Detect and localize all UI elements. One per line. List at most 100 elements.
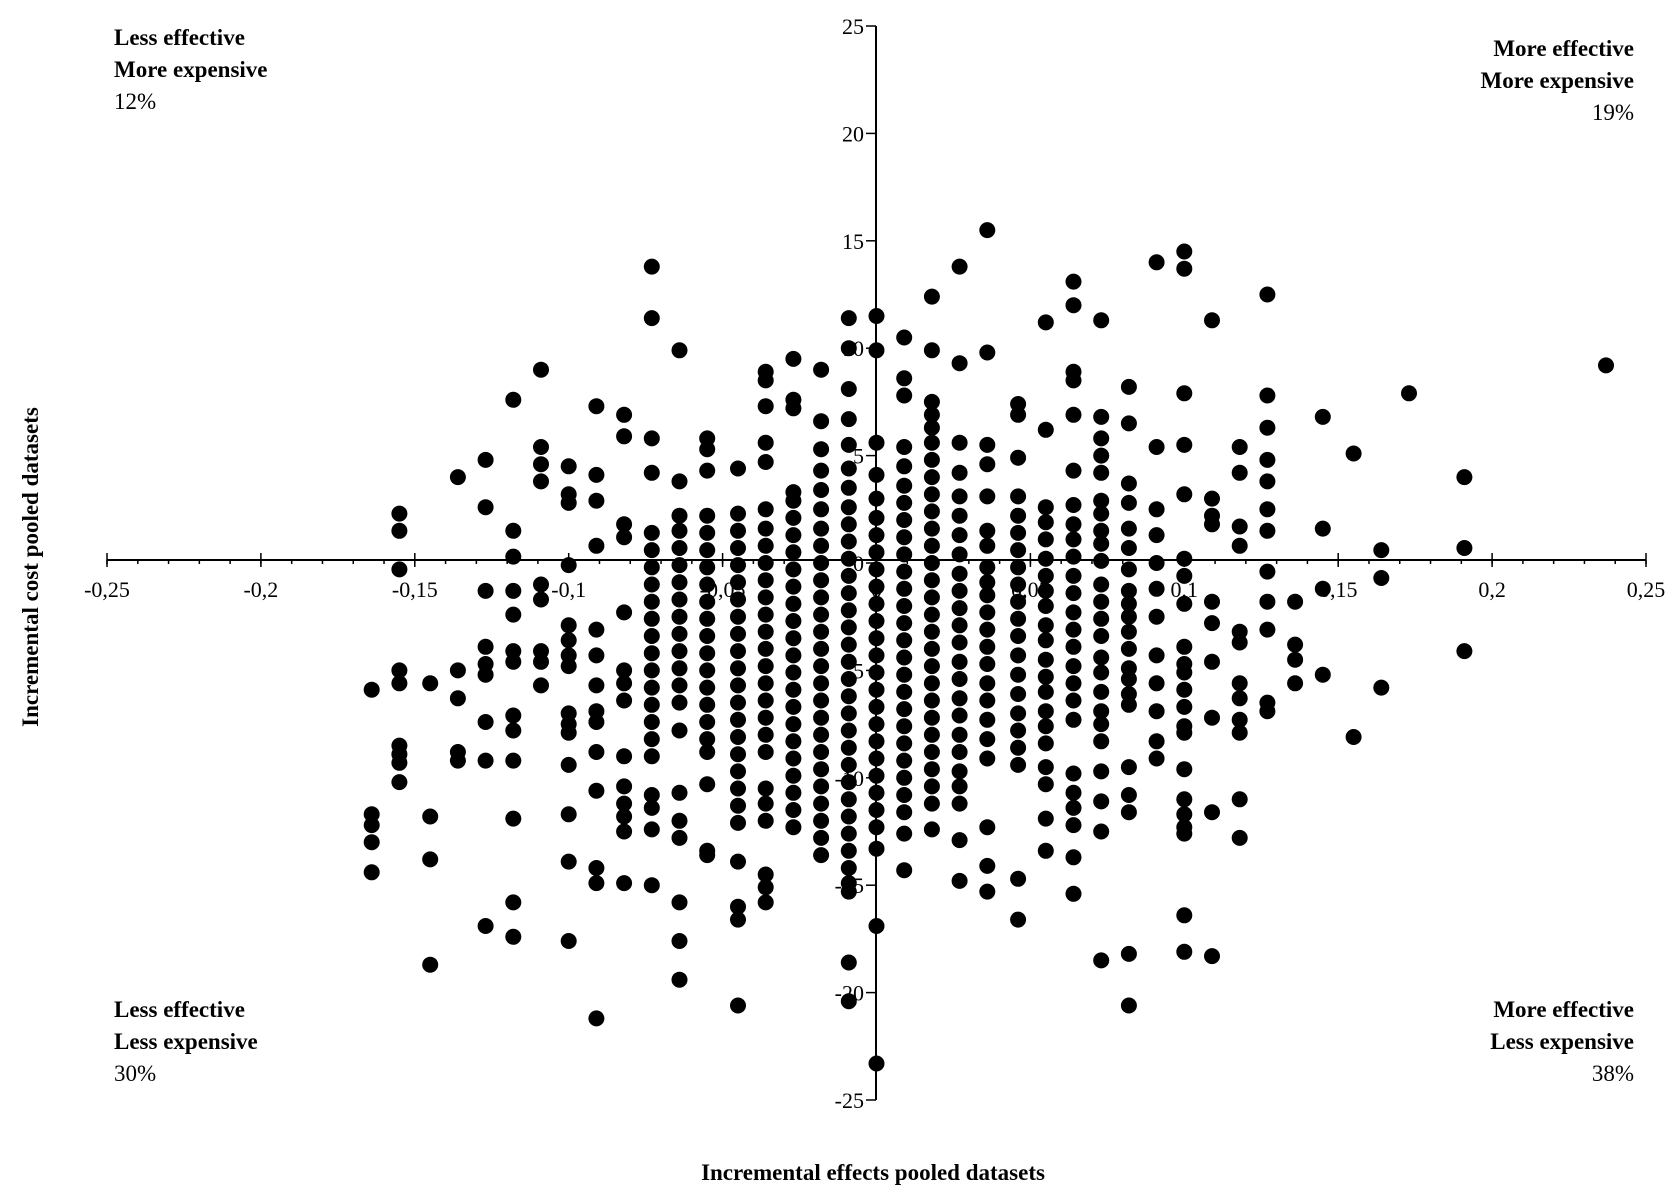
data-point	[533, 473, 549, 490]
data-point	[643, 310, 660, 327]
data-point	[757, 520, 774, 537]
data-point	[730, 694, 746, 711]
axis-ticks	[106, 25, 1647, 1101]
data-point	[616, 675, 633, 692]
data-point	[979, 537, 996, 554]
data-point	[1037, 668, 1054, 685]
data-point	[560, 658, 577, 675]
data-point	[1093, 823, 1110, 840]
data-point	[1037, 499, 1054, 516]
data-point	[1065, 531, 1082, 548]
data-point	[757, 780, 774, 797]
data-point	[1345, 445, 1362, 462]
data-point	[1120, 804, 1137, 821]
data-point	[671, 540, 688, 556]
data-point	[840, 993, 857, 1010]
data-point	[1231, 675, 1248, 692]
data-point	[505, 928, 522, 945]
data-point	[643, 559, 660, 576]
data-point	[951, 355, 968, 372]
data-point	[1120, 595, 1137, 612]
data-point	[671, 557, 688, 574]
data-point	[813, 462, 830, 479]
data-point	[1204, 948, 1220, 965]
data-point	[643, 821, 660, 838]
data-point	[616, 778, 633, 795]
data-point	[979, 344, 996, 361]
data-point	[671, 643, 688, 660]
data-point	[813, 761, 830, 778]
data-point	[1231, 829, 1248, 846]
data-point	[616, 823, 633, 840]
data-point	[757, 589, 774, 606]
data-point	[840, 860, 857, 876]
data-point	[979, 587, 996, 604]
data-point	[699, 776, 716, 793]
data-point	[616, 604, 633, 621]
data-point	[616, 795, 633, 812]
data-point	[643, 576, 660, 593]
data-point	[699, 744, 716, 760]
data-point	[1065, 638, 1082, 655]
data-point	[785, 630, 802, 647]
data-point	[616, 748, 633, 765]
data-point	[1093, 522, 1110, 539]
data-point	[1093, 649, 1110, 666]
data-point	[1010, 686, 1027, 702]
data-point	[1176, 595, 1193, 612]
data-point	[757, 454, 774, 470]
data-point	[785, 698, 802, 715]
data-point	[1010, 911, 1027, 928]
data-point	[896, 477, 913, 494]
data-point	[1204, 516, 1220, 533]
data-point	[1065, 297, 1082, 314]
data-point	[643, 877, 660, 894]
data-point	[1037, 314, 1054, 331]
data-point	[757, 434, 774, 451]
data-point	[730, 711, 746, 728]
data-point	[1176, 681, 1193, 698]
data-point	[363, 864, 380, 881]
data-point	[1065, 372, 1082, 389]
data-point	[730, 522, 746, 539]
data-point	[730, 746, 746, 763]
data-point	[1148, 439, 1165, 455]
data-point	[951, 671, 968, 687]
data-point	[533, 677, 549, 694]
data-point	[1037, 810, 1054, 827]
data-point	[1176, 791, 1193, 808]
data-point	[671, 784, 688, 801]
y-tick-label: 0	[853, 551, 864, 576]
data-point	[477, 752, 494, 769]
data-point	[1176, 243, 1193, 260]
data-point	[671, 507, 688, 524]
data-point	[923, 393, 940, 410]
data-point	[951, 744, 968, 760]
data-point	[730, 780, 746, 797]
data-point	[1148, 647, 1165, 664]
data-point	[1037, 567, 1054, 584]
data-point	[1120, 540, 1137, 556]
data-point	[560, 494, 577, 511]
data-point	[505, 752, 522, 769]
data-point	[477, 638, 494, 655]
data-point	[449, 690, 466, 707]
data-point	[979, 488, 996, 505]
data-point	[1314, 520, 1331, 537]
data-point	[840, 883, 857, 900]
data-point	[785, 492, 802, 509]
data-point	[923, 434, 940, 451]
data-point	[1093, 576, 1110, 593]
data-point	[951, 617, 968, 634]
data-point	[813, 726, 830, 743]
data-point	[1010, 666, 1027, 683]
data-point	[588, 647, 605, 664]
data-point	[643, 731, 660, 748]
data-point	[785, 613, 802, 629]
data-point	[1093, 430, 1110, 447]
data-point	[757, 894, 774, 911]
data-point	[671, 591, 688, 608]
data-point	[1456, 643, 1473, 660]
data-point	[813, 501, 830, 518]
data-point	[896, 769, 913, 786]
